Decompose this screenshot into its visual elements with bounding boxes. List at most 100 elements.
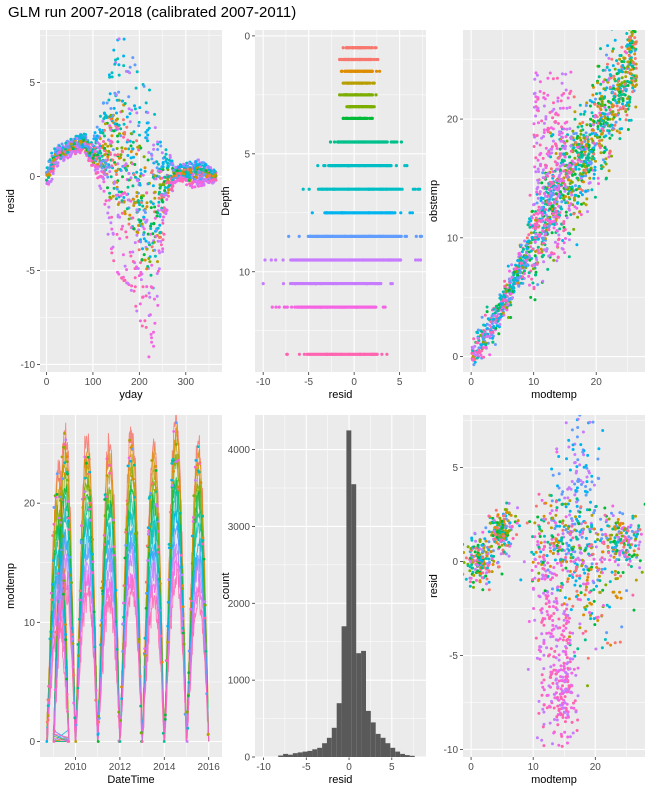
data-point	[95, 134, 99, 138]
data-point	[161, 162, 165, 166]
data-point	[593, 168, 597, 172]
data-point	[147, 497, 151, 500]
data-point	[599, 108, 603, 112]
data-point	[201, 538, 205, 542]
data-point	[481, 588, 485, 592]
data-point	[157, 196, 161, 200]
data-point	[338, 93, 342, 97]
data-point	[133, 495, 137, 499]
panel-background	[255, 415, 426, 757]
data-point	[54, 630, 58, 634]
data-point	[137, 228, 141, 232]
data-point	[608, 124, 612, 128]
data-point	[529, 295, 533, 299]
data-point	[592, 120, 596, 123]
data-point	[574, 489, 578, 492]
data-point	[112, 106, 116, 110]
data-point	[584, 485, 588, 488]
data-point	[129, 459, 132, 463]
data-point	[522, 261, 526, 265]
data-point	[332, 187, 336, 191]
data-point	[598, 91, 602, 95]
data-point	[612, 113, 616, 117]
data-point	[487, 548, 491, 552]
data-point	[181, 587, 184, 590]
data-point	[583, 169, 587, 173]
data-point	[128, 213, 132, 217]
data-point	[110, 164, 114, 168]
data-point	[554, 597, 558, 600]
data-point	[621, 97, 625, 101]
y-tick-label: 4000	[228, 445, 251, 456]
data-point	[116, 134, 119, 138]
data-point	[622, 56, 626, 60]
data-point	[630, 39, 634, 43]
data-point	[204, 178, 208, 181]
data-point	[162, 215, 165, 219]
data-point	[517, 284, 521, 288]
data-point	[56, 164, 60, 167]
data-point	[103, 543, 106, 546]
data-point	[463, 572, 465, 576]
data-point	[566, 165, 570, 169]
data-point	[589, 124, 593, 128]
data-point	[534, 156, 538, 160]
data-point	[119, 127, 123, 131]
data-point	[372, 105, 376, 109]
data-point	[584, 104, 588, 107]
data-point	[552, 663, 556, 667]
data-point	[155, 504, 159, 508]
data-point	[274, 258, 278, 262]
data-point	[579, 112, 583, 116]
data-point	[129, 132, 133, 136]
data-point	[114, 620, 118, 623]
data-point	[601, 131, 604, 135]
data-point	[627, 103, 630, 107]
data-point	[547, 762, 550, 765]
data-point	[607, 78, 611, 82]
data-point	[633, 57, 637, 60]
data-point	[367, 234, 371, 238]
data-point	[137, 640, 141, 644]
data-point	[53, 688, 57, 691]
data-point	[481, 335, 485, 339]
data-point	[63, 147, 67, 151]
data-point	[187, 649, 191, 653]
data-point	[159, 240, 163, 243]
data-point	[156, 148, 160, 151]
data-point	[536, 208, 540, 212]
data-point	[610, 30, 614, 31]
data-point	[541, 168, 545, 172]
data-point	[537, 121, 540, 125]
data-point	[464, 577, 468, 581]
data-point	[154, 469, 158, 472]
data-point	[55, 493, 59, 496]
data-point	[141, 194, 145, 198]
data-point	[153, 174, 157, 178]
data-point	[555, 508, 558, 512]
data-point	[533, 77, 537, 81]
data-point	[51, 583, 54, 586]
data-point	[114, 93, 118, 97]
data-point	[161, 200, 165, 204]
data-point	[349, 81, 353, 85]
data-point	[621, 64, 625, 67]
data-point	[601, 119, 605, 123]
data-point	[555, 608, 559, 612]
data-point	[632, 9, 635, 12]
data-point	[550, 699, 553, 703]
data-point	[158, 251, 162, 255]
data-point	[550, 499, 554, 503]
data-point	[558, 174, 561, 177]
x-tick-label: 0	[44, 377, 50, 388]
data-point	[82, 497, 86, 501]
data-point	[81, 506, 85, 509]
data-point	[109, 128, 113, 132]
data-point	[597, 64, 601, 68]
x-tick-label: 20	[591, 377, 603, 388]
data-point	[355, 81, 359, 85]
data-point	[110, 117, 114, 121]
data-point	[541, 787, 544, 790]
data-point	[136, 267, 140, 270]
data-point	[142, 237, 146, 241]
